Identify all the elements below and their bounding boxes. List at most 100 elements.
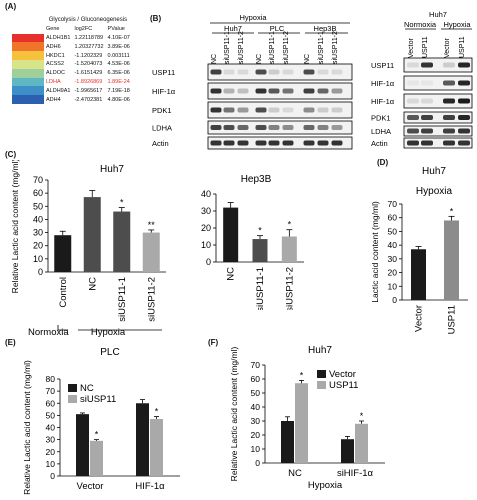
blot-band [443,140,455,146]
bar [295,383,308,463]
heatmap-swatch [12,68,44,78]
blot-left-cell-huh7: Huh7 [224,24,242,33]
y-tick-label: 60 [251,374,261,384]
log2fc-cell: -2.4702381 [74,96,103,103]
significance-marker: ** [148,220,156,230]
category-label: Vector [77,481,104,492]
category-label: NC [226,267,237,281]
pvalue-cell: 4.10E-07 [107,34,130,41]
y-tick-label: 0 [392,295,397,305]
legend-label: siUSP11 [80,394,116,405]
bar [444,220,459,300]
pvalue-cell: 6.35E-06 [107,70,130,77]
blot-left-protein-label: USP11 [152,68,175,77]
group-label-hypoxia: Hypoxia [91,327,126,338]
blot-band [268,125,280,130]
blot-right-lane-label: Vector [444,37,451,58]
blot-band [458,140,470,146]
heatmap-row: ADH6 1.20327732 3.89E-06 [12,42,132,52]
panel-label-a: (A) [5,2,17,11]
panel-label-f: (F) [208,338,219,347]
y-tick-label: 40 [201,189,211,199]
gene-cell: LDHA [46,78,61,85]
y-tick-label: 40 [251,402,261,412]
blot-band [407,140,419,146]
y-tick-label: 50 [33,201,43,211]
blot-strip [403,125,473,137]
blot-right-protein-label: PDK1 [371,114,391,123]
significance-marker: * [95,430,99,440]
blot-strip [403,111,473,124]
gene-cell: ADH4 [46,96,61,103]
blot-band [223,88,235,94]
gene-cell: ACSS2 [46,61,65,68]
blot-band [210,125,222,130]
legend-label: Vector [329,369,356,380]
chart-title: Hep3B [241,174,272,185]
blot-strip [207,136,353,150]
category-label: siUSP11-1 [117,277,128,322]
y-tick-label: 10 [251,444,261,454]
blot-strip [403,137,473,149]
category-label: siUSP11-1 [255,267,266,310]
significance-marker: * [258,226,262,236]
heatmap-swatch [12,33,44,43]
heatmap-row: ADH4 -2.4702381 4.80E-06 [12,95,132,104]
blot-right-lane-label: USP11 [459,36,466,58]
chart-title: PLC [100,347,119,358]
significance-marker: * [450,206,454,216]
blot-right-cell: Huh7 [429,10,447,19]
heatmap-swatch [12,51,44,60]
significance-marker: * [300,370,304,380]
bar [142,232,160,272]
blot-band [210,140,222,146]
category-label: NC [87,277,98,291]
blot-band [303,88,315,94]
blot-band [407,98,419,104]
y-tick-label: 70 [46,386,56,396]
blot-band [421,128,433,134]
significance-marker: * [155,407,159,417]
heatmap-swatch [12,86,44,96]
y-tick-label: 30 [33,228,43,238]
bar [113,211,131,272]
blot-band [282,140,294,146]
blot-band [458,80,470,86]
blot-band [407,80,419,86]
blot-band [237,125,249,130]
chart-title: Huh7 [308,345,332,356]
y-tick-label: 50 [46,410,56,420]
chart-title: Hypoxia [416,186,453,197]
blot-band [255,125,267,130]
blot-band [331,107,343,113]
category-label: siHIF-1α [337,468,374,479]
blot-left-lane-label: siUSP11-1 [224,31,231,64]
log2fc-cell: 1.22118789 [74,34,104,41]
blot-band [443,80,455,86]
blot-band [421,98,433,104]
y-tick-label: 60 [33,188,43,198]
blot-band [317,125,329,130]
blot-band [282,88,294,94]
y-axis-label: Relative Lactic acid content (mg/ml) [229,347,239,482]
blot-band [443,62,455,68]
blot-band [407,62,419,68]
blot-left-lane-label: NC [304,54,311,64]
blot-band [303,69,315,75]
glycolysis-heatmap-table: Glycolysis / Gluconeogenesis Gene log2FC… [12,16,132,104]
significance-marker: * [120,198,124,208]
gene-cell: ALDH9A1 [46,87,71,94]
legend-swatch [317,370,326,378]
blot-left-cell-plc: PLC [270,24,285,33]
significance-marker: * [360,411,364,421]
blot-band [458,62,470,68]
y-tick-label: 20 [388,268,398,278]
y-tick-label: 40 [388,240,398,250]
blot-band [303,140,315,146]
blot-band [223,140,235,146]
y-tick-label: 10 [201,240,211,250]
y-tick-label: 50 [388,226,398,236]
chart-title: Huh7 [100,164,124,175]
bar [223,207,239,262]
y-tick-label: 30 [251,416,261,426]
